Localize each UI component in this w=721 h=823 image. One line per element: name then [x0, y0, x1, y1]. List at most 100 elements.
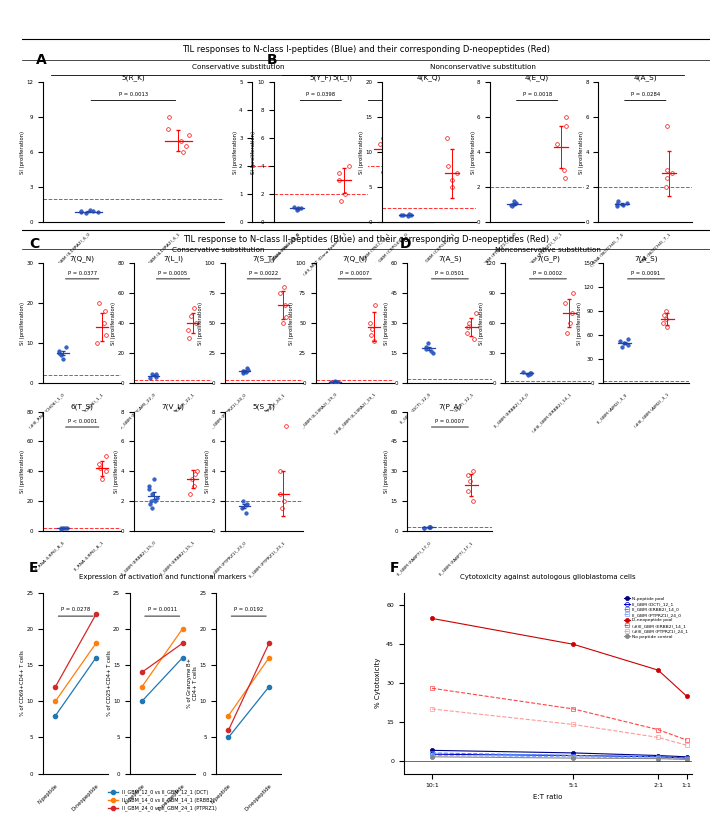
- Text: P = 0.0007: P = 0.0007: [340, 271, 369, 276]
- Legend: II_GBM_12_0 vs II_GBM_12_1 (DCT), II_GBM_14_0 vs II_GBM_14_1 (ERBB2), II_GBM_24_: II_GBM_12_0 vs II_GBM_12_1 (DCT), II_GBM…: [106, 788, 218, 813]
- Text: Nonconservative substitution: Nonconservative substitution: [430, 63, 536, 70]
- Point: [522, 368, 534, 381]
- Point: [59, 521, 71, 534]
- Point: [567, 286, 579, 300]
- Point: [365, 328, 376, 342]
- Y-axis label: SI (proliferation): SI (proliferation): [479, 301, 484, 345]
- Point: [100, 328, 112, 342]
- Point: [329, 374, 341, 388]
- Point: [559, 110, 571, 123]
- Point: [57, 522, 68, 535]
- Point: [446, 181, 458, 194]
- Text: P = 0.0002: P = 0.0002: [534, 271, 562, 276]
- N-peptide pool: [682, 752, 691, 762]
- Text: B: B: [267, 53, 278, 67]
- Point: [418, 521, 430, 534]
- Point: [384, 154, 396, 167]
- Line: No peptide control: No peptide control: [430, 755, 689, 761]
- Text: P = 0.0278: P = 0.0278: [61, 607, 90, 611]
- Y-axis label: SI (proliferation): SI (proliferation): [251, 131, 256, 174]
- Point: [185, 487, 196, 500]
- Title: 4(K_Q): 4(K_Q): [417, 75, 441, 81]
- Point: [183, 128, 195, 142]
- D-neopeptide pool: [682, 691, 691, 701]
- Point: [658, 317, 669, 330]
- Point: [616, 341, 628, 354]
- Point: [149, 495, 160, 508]
- Y-axis label: SI (proliferation): SI (proliferation): [205, 449, 211, 493]
- Point: [56, 522, 67, 535]
- Point: [464, 475, 476, 488]
- Point: [611, 198, 622, 211]
- Point: [180, 140, 192, 153]
- Point: [380, 146, 392, 159]
- Point: [61, 521, 73, 534]
- Y-axis label: % of CD69+CD4+ T cells: % of CD69+CD4+ T cells: [20, 650, 25, 716]
- Point: [660, 313, 672, 326]
- Point: [469, 332, 480, 346]
- Point: [402, 209, 413, 222]
- II_GBM (ERBB2)_14_0: [428, 748, 436, 758]
- Text: P = 0.0192: P = 0.0192: [234, 607, 263, 611]
- Y-axis label: % of Granzyme B+
CD4+ T cells: % of Granzyme B+ CD4+ T cells: [187, 658, 198, 708]
- Title: 7(G_P): 7(G_P): [536, 256, 560, 263]
- D-neopeptide pool: [654, 665, 663, 675]
- Point: [662, 163, 673, 176]
- II_GBM (ERBB2)_14_0: [654, 752, 663, 762]
- Point: [60, 341, 71, 354]
- Point: [508, 195, 520, 208]
- II_GBM (ERBB2)_14_0: [569, 751, 578, 760]
- Point: [274, 286, 286, 300]
- Point: [99, 317, 110, 330]
- Point: [92, 205, 104, 218]
- Point: [333, 166, 345, 180]
- Point: [462, 320, 474, 333]
- (#)II_GBM (PTPRZ1)_24_1: [569, 719, 578, 729]
- Point: [623, 338, 634, 351]
- Y-axis label: SI (proliferation): SI (proliferation): [20, 449, 25, 493]
- Point: [188, 301, 200, 314]
- Line: D-neopeptide pool: D-neopeptide pool: [430, 616, 689, 698]
- Point: [374, 137, 386, 151]
- Point: [150, 370, 162, 384]
- Point: [614, 335, 626, 348]
- Point: [344, 160, 355, 173]
- Text: P = 0.0008: P = 0.0008: [328, 92, 357, 97]
- Title: 5(L_I): 5(L_I): [332, 75, 353, 81]
- Y-axis label: SI (proliferation): SI (proliferation): [471, 131, 476, 174]
- Point: [659, 309, 671, 322]
- Point: [146, 495, 157, 508]
- (#)II_GBM (ERBB2)_14_1: [682, 735, 691, 745]
- Text: P = 0.0007: P = 0.0007: [435, 419, 464, 424]
- Line: N-peptide pool: N-peptide pool: [430, 748, 689, 759]
- Point: [525, 366, 536, 379]
- Point: [661, 172, 673, 185]
- Point: [405, 209, 417, 222]
- Point: [368, 334, 380, 347]
- Text: Conservative substitution: Conservative substitution: [172, 247, 265, 253]
- Point: [334, 174, 345, 187]
- Point: [146, 487, 157, 500]
- Point: [379, 126, 390, 139]
- Point: [146, 368, 158, 381]
- Point: [241, 497, 252, 510]
- Text: P = 0.0013: P = 0.0013: [119, 92, 148, 97]
- Point: [367, 323, 379, 336]
- Point: [564, 317, 575, 330]
- Title: 4(E_Q): 4(E_Q): [525, 75, 549, 81]
- Point: [187, 472, 198, 486]
- Point: [423, 521, 435, 534]
- Point: [276, 502, 288, 515]
- (#)II_GBM (ERBB2)_14_1: [428, 683, 436, 693]
- Point: [446, 174, 458, 187]
- Point: [422, 337, 433, 350]
- Point: [241, 362, 252, 375]
- Point: [285, 193, 296, 207]
- Point: [237, 364, 249, 377]
- Point: [425, 344, 437, 357]
- (#)II_GBM (PTPRZ1)_24_1: [682, 740, 691, 750]
- Text: P = 0.0091: P = 0.0091: [632, 271, 660, 276]
- Point: [377, 132, 389, 145]
- Point: [236, 502, 248, 515]
- Point: [185, 309, 197, 322]
